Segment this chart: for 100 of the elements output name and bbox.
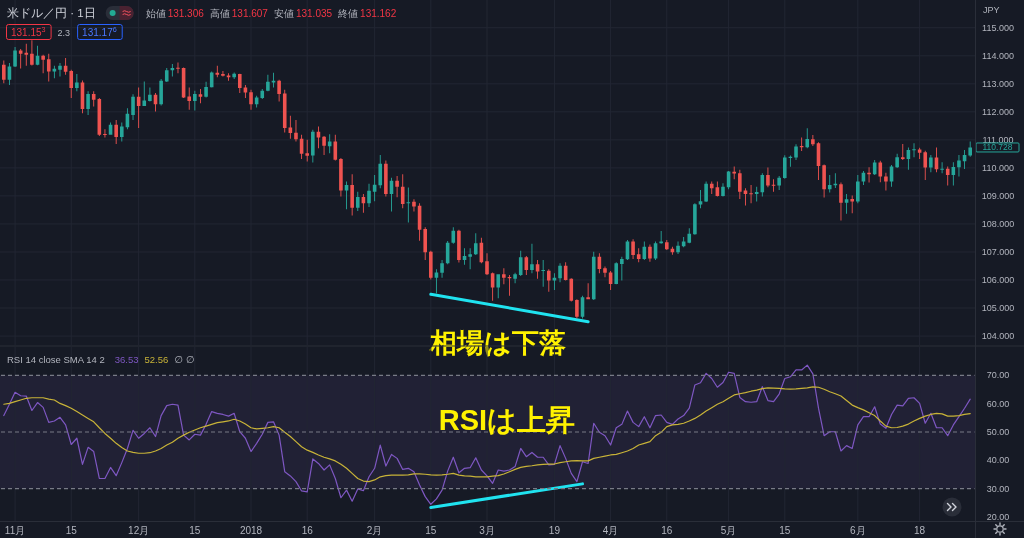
candlestick: [91, 91, 96, 107]
y-tick-label: 20.00: [986, 512, 1010, 523]
candlestick: [754, 186, 759, 202]
candlestick: [636, 248, 641, 263]
x-tick-label: 15: [425, 525, 437, 536]
candlestick: [664, 239, 669, 250]
candlestick: [316, 126, 321, 149]
candlestick: [406, 187, 411, 223]
candlestick: [518, 250, 523, 277]
candlestick: [204, 81, 208, 98]
candlestick: [620, 256, 624, 281]
candlestick: [502, 268, 506, 285]
candlestick: [614, 262, 619, 285]
candlestick: [120, 122, 124, 142]
candlestick: [187, 87, 192, 110]
candlestick: [923, 150, 928, 180]
candlestick: [142, 81, 147, 106]
annotation: ∅ ∅: [174, 354, 195, 365]
x-tick-label: 2018: [239, 525, 263, 536]
x-tick-label: 2月: [366, 525, 383, 536]
candlestick: [850, 195, 854, 214]
annotation: 終値131.162: [337, 8, 397, 19]
y-tick-label: 40.00: [986, 455, 1010, 466]
candlestick: [575, 299, 579, 319]
candlestick: [884, 172, 888, 191]
candlestick: [704, 181, 708, 203]
y-tick-label: 109.000: [981, 190, 1015, 201]
candlestick: [243, 84, 248, 99]
y-tick-label: 60.00: [986, 398, 1010, 409]
candlestick: [226, 73, 231, 81]
candlestick: [103, 129, 107, 138]
annotation: RSIは上昇: [438, 404, 576, 436]
candlestick: [766, 167, 770, 188]
candlestick: [159, 79, 163, 106]
candlestick: [591, 251, 596, 300]
x-tick-label: 4月: [602, 525, 619, 536]
candlestick: [339, 158, 343, 197]
candlestick: [305, 139, 310, 162]
candlestick: [743, 188, 748, 206]
y-tick-label: 110.000: [982, 162, 1014, 173]
candlestick: [586, 283, 590, 300]
candlestick: [867, 167, 871, 183]
candlestick: [266, 74, 270, 92]
candlestick: [423, 227, 427, 261]
candlestick: [311, 129, 315, 163]
x-tick-label: 15: [779, 525, 791, 536]
candlestick: [822, 164, 826, 198]
candlestick: [917, 147, 922, 159]
candlestick: [856, 174, 860, 204]
candlestick: [395, 176, 399, 198]
candlestick: [788, 155, 793, 167]
candlestick: [552, 273, 557, 291]
candlestick: [496, 274, 501, 299]
candlestick: [468, 248, 472, 270]
candlestick: [541, 260, 545, 287]
candlestick: [951, 162, 956, 186]
candlestick: [782, 155, 787, 179]
candlestick: [69, 69, 74, 99]
y-tick-label: 114.000: [982, 50, 1014, 61]
candlestick: [738, 169, 742, 199]
candlestick: [732, 166, 737, 180]
candlestick: [400, 174, 405, 209]
y-tick-label: 113.000: [982, 78, 1014, 89]
y-tick-label: 104.000: [981, 331, 1015, 342]
x-tick-label: 3月: [479, 525, 495, 536]
candlestick: [608, 271, 613, 291]
y-tick-label: 115.000: [982, 22, 1014, 33]
candlestick: [462, 248, 467, 265]
candlestick: [322, 135, 326, 155]
candlestick: [929, 154, 933, 173]
candlestick: [429, 250, 433, 280]
candlestick: [361, 193, 366, 213]
annotation: 始値131.306: [145, 8, 205, 19]
candlestick: [805, 128, 810, 149]
candlestick: [513, 272, 517, 284]
candlestick: [136, 87, 141, 129]
candlestick: [288, 115, 293, 139]
line-series: [3, 364, 971, 505]
candlestick: [833, 173, 838, 189]
annotation: 安値131.035: [273, 8, 333, 19]
candlestick: [344, 181, 349, 210]
candlestick: [434, 269, 439, 294]
candlestick: [260, 89, 265, 99]
candlestick: [389, 177, 394, 212]
candlestick: [13, 47, 17, 67]
candlestick: [384, 160, 388, 197]
candlestick: [693, 203, 697, 235]
y-tick-label: 111.000: [982, 134, 1014, 145]
candlestick: [46, 53, 51, 82]
annotation: 36.53: [114, 354, 139, 365]
candlestick: [794, 144, 798, 161]
candlestick: [2, 60, 6, 84]
candlestick: [906, 147, 911, 170]
x-tick-label: 19: [548, 525, 561, 536]
y-tick-label: 105.000: [981, 303, 1015, 314]
candlestick: [771, 179, 776, 192]
annotation: 2.3: [57, 27, 71, 38]
candlestick: [18, 49, 23, 69]
candlestick: [631, 239, 635, 259]
candlestick: [170, 63, 175, 77]
